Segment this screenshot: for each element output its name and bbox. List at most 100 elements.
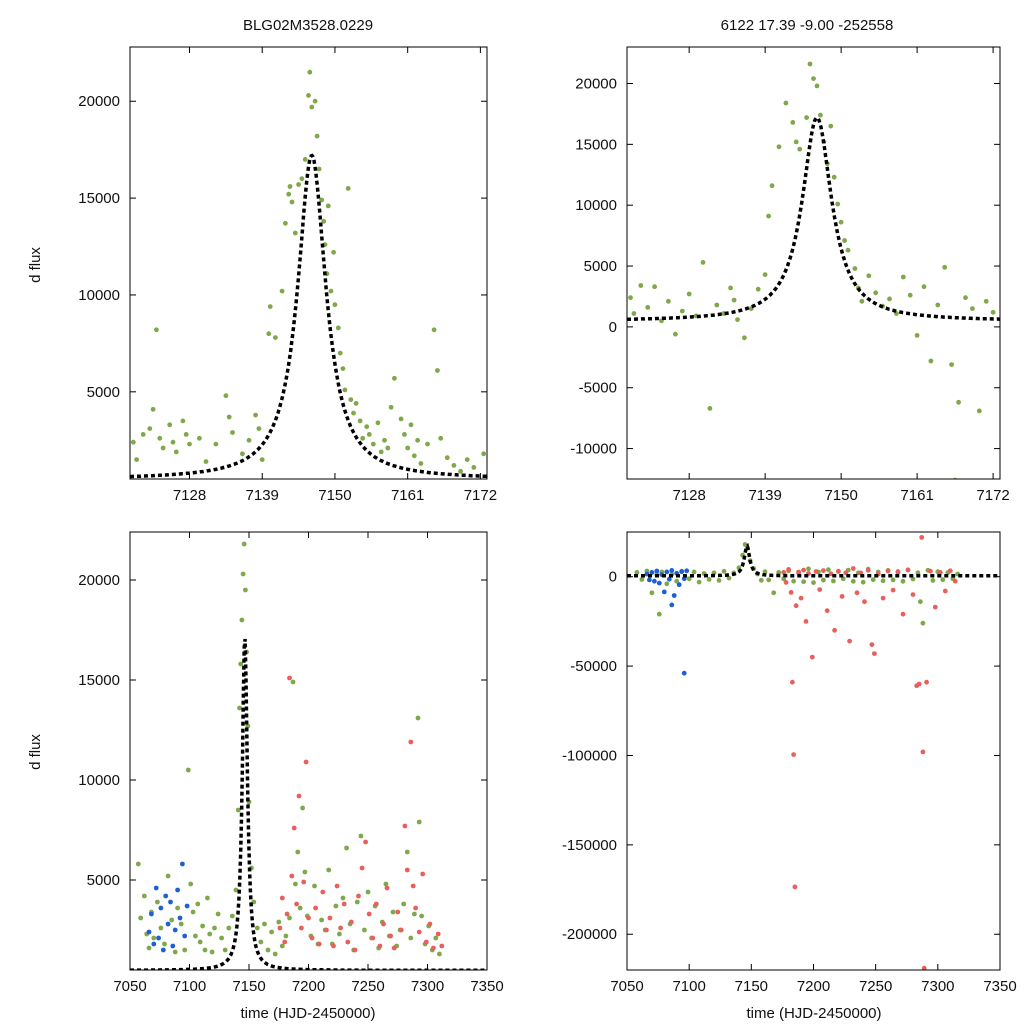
data-point (932, 604, 938, 610)
y-tick-label: 5000 (87, 872, 120, 889)
data-point (160, 445, 166, 451)
data-point (215, 911, 221, 917)
x-tick-label: 7128 (173, 487, 206, 504)
data-point (870, 577, 876, 583)
data-point (415, 437, 420, 443)
data-point (915, 570, 921, 576)
data-point (395, 909, 401, 915)
data-point (634, 570, 640, 575)
panel-title-left: BLG02M3528.0229 (243, 17, 373, 34)
data-point (728, 285, 733, 291)
y-tick-label: 15000 (575, 136, 617, 153)
data-point (352, 947, 358, 953)
x-axis-label-left: time (HJD-2450000) (240, 1005, 375, 1022)
data-point (807, 61, 813, 67)
y-tick-label: 5000 (87, 384, 120, 401)
data-point (302, 157, 308, 162)
data-point (151, 941, 157, 947)
data-point (419, 913, 424, 919)
data-point (990, 309, 996, 315)
series-field-D (277, 675, 445, 953)
panel-top-left: 7128 7139 7150 7161 7172 5000 10000 15000 20000 (78, 46, 497, 504)
data-point (293, 881, 298, 887)
data-point (821, 577, 826, 583)
data-point (880, 595, 886, 601)
data-point (666, 576, 672, 582)
data-point (418, 461, 424, 466)
data-point (291, 825, 297, 831)
data-point (726, 575, 732, 581)
data-point (283, 933, 289, 939)
data-point (431, 327, 437, 333)
data-point (341, 901, 347, 907)
data-point (385, 445, 391, 451)
data-point (296, 182, 301, 187)
data-point (656, 611, 662, 617)
data-point (661, 589, 667, 595)
data-point (928, 358, 934, 364)
data-point (312, 883, 317, 889)
data-point (481, 451, 487, 457)
data-point (645, 305, 651, 310)
data-point (818, 112, 823, 118)
data-point (696, 579, 702, 585)
data-point (146, 945, 152, 951)
data-point (187, 441, 192, 447)
data-point (952, 578, 958, 584)
data-point (324, 927, 329, 933)
data-point (924, 679, 929, 685)
data-point (811, 76, 816, 81)
data-point (404, 849, 410, 855)
data-point (351, 410, 356, 416)
data-point (276, 919, 282, 925)
data-point (175, 905, 181, 911)
data-point (766, 577, 772, 583)
data-point (337, 931, 342, 937)
data-point (824, 608, 830, 614)
model-curve (627, 542, 1000, 578)
data-point (781, 576, 787, 582)
data-point (326, 867, 332, 873)
data-point (190, 909, 196, 915)
model-curve (130, 638, 487, 970)
data-point (151, 935, 157, 941)
x-tick-label: 7250 (351, 978, 384, 995)
data-point (652, 578, 657, 584)
series-field-D (781, 535, 958, 970)
data-point (307, 69, 313, 75)
data-point (331, 943, 336, 949)
data-point (325, 203, 331, 209)
data-point (287, 184, 293, 189)
data-point (279, 288, 285, 294)
data-point (809, 654, 815, 660)
data-point (669, 568, 675, 573)
x-tick-label: 7150 (824, 487, 857, 504)
data-point (375, 420, 381, 426)
data-point (262, 921, 267, 927)
data-point (289, 873, 295, 879)
data-point (766, 213, 771, 219)
series-field-C (644, 568, 690, 676)
data-point (365, 889, 371, 895)
data-point (309, 935, 315, 941)
data-point (254, 925, 260, 931)
data-point (435, 368, 440, 373)
data-point (362, 927, 367, 933)
data-point (639, 577, 645, 582)
data-point (433, 935, 439, 941)
data-point (202, 947, 208, 953)
data-point (444, 455, 450, 461)
plot-frame (626, 46, 1001, 480)
data-point (865, 567, 871, 573)
data-point (652, 284, 657, 290)
data-point (905, 567, 911, 573)
x-tick-label: 7150 (318, 487, 351, 504)
data-point (175, 887, 181, 893)
data-point (301, 879, 307, 885)
data-point (410, 883, 416, 889)
data-point (140, 432, 146, 437)
data-point (180, 861, 185, 867)
data-point (814, 83, 820, 89)
data-point (197, 435, 202, 441)
data-point (388, 933, 393, 939)
